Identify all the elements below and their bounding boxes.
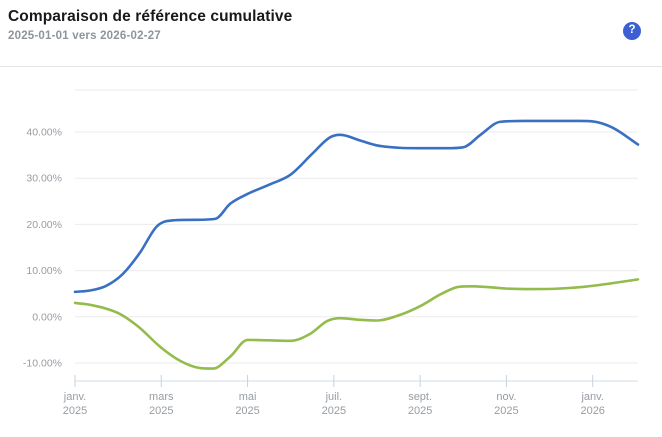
y-axis-tick-label: 0.00% [32, 311, 62, 323]
help-button[interactable]: ? [623, 22, 641, 40]
chart-header: Comparaison de référence cumulative 2025… [8, 7, 292, 42]
x-axis-year-label: 2025 [63, 405, 87, 417]
x-axis-year-label: 2025 [322, 405, 346, 417]
x-axis-year-label: 2025 [149, 405, 173, 417]
y-axis-tick-label: 40.00% [26, 127, 62, 139]
x-axis-month-label: janv. [580, 391, 603, 403]
x-axis-month-label: juil. [325, 391, 343, 403]
y-axis-tick-label: 30.00% [26, 173, 62, 185]
question-mark-icon: ? [628, 24, 636, 37]
cumulative-comparison-chart[interactable]: 40.00% 30.00% 20.00% 10.00% 0.00% -10.00% janv… [0, 67, 662, 432]
y-axis-tick-label: -10.00% [23, 357, 62, 369]
x-axis-year-label: 2025 [408, 405, 432, 417]
series-line-blue[interactable] [73, 119, 640, 294]
x-axis-month-label: janv. [63, 391, 86, 403]
x-axis-year-label: 2026 [580, 405, 604, 417]
x-axis-year-label: 2025 [235, 405, 259, 417]
x-axis-month-label: mars [149, 391, 174, 403]
x-axis-month-label: nov. [496, 391, 516, 403]
series-line-green[interactable] [73, 278, 640, 370]
header-divider [0, 66, 662, 67]
y-axis-tick-label: 20.00% [26, 219, 62, 231]
chart-canvas: 40.00% 30.00% 20.00% 10.00% 0.00% -10.00% janv… [23, 89, 640, 417]
x-axis-year-label: 2025 [494, 405, 518, 417]
date-range-subtitle: 2025-01-01 vers 2026-02-27 [8, 30, 161, 42]
page-title: Comparaison de référence cumulative [8, 8, 293, 25]
x-axis-month-label: sept. [408, 391, 432, 403]
y-axis-tick-label: 10.00% [26, 265, 62, 277]
x-axis-month-label: mai [239, 391, 257, 403]
